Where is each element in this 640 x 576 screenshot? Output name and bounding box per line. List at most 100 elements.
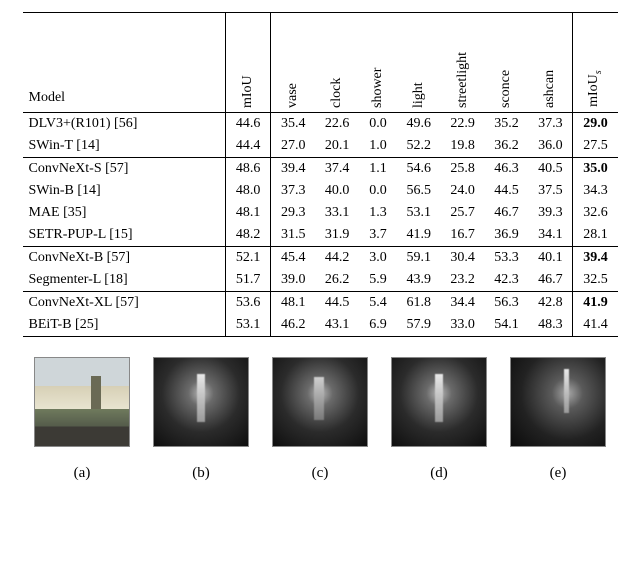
figure-thumb [34, 357, 130, 447]
figure-row: (a)(b)(c)(d) (e) [23, 357, 618, 482]
col-label: mIoU [240, 88, 256, 108]
cell-shower: 3.0 [359, 247, 397, 270]
cell-streetlight: 25.7 [441, 202, 485, 224]
cell-vase: 39.4 [271, 158, 316, 181]
cell-sconce: 54.1 [485, 314, 529, 337]
col-vase: vase [271, 13, 316, 113]
cell-streetlight: 22.9 [441, 113, 485, 136]
cell-streetlight: 19.8 [441, 135, 485, 158]
cell-ashcan: 37.5 [528, 180, 573, 202]
table-body: DLV3+(R101) [56]44.635.422.60.049.622.93… [23, 113, 618, 337]
cell-mious: 41.9 [573, 292, 618, 315]
cell-light: 52.2 [397, 135, 441, 158]
cell-vase: 29.3 [271, 202, 316, 224]
cell-clock: 31.9 [315, 224, 359, 247]
cell-miou: 48.0 [226, 180, 271, 202]
cell-vase: 27.0 [271, 135, 316, 158]
cell-ashcan: 42.8 [528, 292, 573, 315]
cell-sconce: 44.5 [485, 180, 529, 202]
cell-streetlight: 30.4 [441, 247, 485, 270]
cell-model: SWin-B [14] [23, 180, 226, 202]
cell-sconce: 36.9 [485, 224, 529, 247]
cell-streetlight: 25.8 [441, 158, 485, 181]
figure-cell: (e) [510, 357, 606, 482]
cell-light: 57.9 [397, 314, 441, 337]
table-row: DLV3+(R101) [56]44.635.422.60.049.622.93… [23, 113, 618, 136]
cell-vase: 39.0 [271, 269, 316, 292]
table-row: ConvNeXt-S [57]48.639.437.41.154.625.846… [23, 158, 618, 181]
cell-light: 41.9 [397, 224, 441, 247]
cell-sconce: 46.3 [485, 158, 529, 181]
cell-ashcan: 40.1 [528, 247, 573, 270]
cell-model: Segmenter-L [18] [23, 269, 226, 292]
figure-cell: (c) [272, 357, 368, 482]
cell-model: MAE [35] [23, 202, 226, 224]
table-row: ConvNeXt-B [57]52.145.444.23.059.130.453… [23, 247, 618, 270]
col-label: clock [329, 88, 345, 108]
cell-clock: 33.1 [315, 202, 359, 224]
cell-miou: 51.7 [226, 269, 271, 292]
cell-model: ConvNeXt-XL [57] [23, 292, 226, 315]
cell-clock: 43.1 [315, 314, 359, 337]
cell-shower: 0.0 [359, 113, 397, 136]
col-streetlight: streetlight [441, 13, 485, 113]
cell-clock: 26.2 [315, 269, 359, 292]
cell-miou: 44.4 [226, 135, 271, 158]
cell-ashcan: 34.1 [528, 224, 573, 247]
figure-cell: (a) [34, 357, 130, 482]
cell-shower: 1.1 [359, 158, 397, 181]
cell-model: ConvNeXt-S [57] [23, 158, 226, 181]
cell-shower: 5.4 [359, 292, 397, 315]
cell-sconce: 56.3 [485, 292, 529, 315]
col-label: mIoUs [587, 87, 605, 107]
cell-clock: 20.1 [315, 135, 359, 158]
cell-miou: 48.1 [226, 202, 271, 224]
figure-thumb [272, 357, 368, 447]
cell-mious: 35.0 [573, 158, 618, 181]
cell-miou: 48.2 [226, 224, 271, 247]
cell-sconce: 53.3 [485, 247, 529, 270]
cell-light: 54.6 [397, 158, 441, 181]
col-light: light [397, 13, 441, 113]
cell-model: BEiT-B [25] [23, 314, 226, 337]
cell-ashcan: 40.5 [528, 158, 573, 181]
cell-model: SETR-PUP-L [15] [23, 224, 226, 247]
col-label: ashcan [542, 88, 558, 108]
figure-caption: (e) [510, 465, 606, 482]
figure-thumb [510, 357, 606, 447]
figure-thumb [391, 357, 487, 447]
cell-shower: 3.7 [359, 224, 397, 247]
cell-mious: 41.4 [573, 314, 618, 337]
cell-streetlight: 16.7 [441, 224, 485, 247]
cell-mious: 27.5 [573, 135, 618, 158]
table-row: SETR-PUP-L [15]48.231.531.93.741.916.736… [23, 224, 618, 247]
cell-clock: 40.0 [315, 180, 359, 202]
table-header: ModelmIoUvaseclockshowerlightstreetlight… [23, 13, 618, 113]
cell-mious: 32.5 [573, 269, 618, 292]
cell-vase: 35.4 [271, 113, 316, 136]
results-table: ModelmIoUvaseclockshowerlightstreetlight… [23, 12, 618, 337]
cell-shower: 0.0 [359, 180, 397, 202]
col-label: sconce [498, 88, 514, 108]
cell-light: 53.1 [397, 202, 441, 224]
table-row: ConvNeXt-XL [57]53.648.144.55.461.834.45… [23, 292, 618, 315]
cell-shower: 1.3 [359, 202, 397, 224]
cell-light: 49.6 [397, 113, 441, 136]
cell-vase: 45.4 [271, 247, 316, 270]
figure-cell: (b) [153, 357, 249, 482]
cell-sconce: 46.7 [485, 202, 529, 224]
col-miou: mIoU [226, 13, 271, 113]
cell-streetlight: 23.2 [441, 269, 485, 292]
col-ashcan: ashcan [528, 13, 573, 113]
cell-clock: 44.5 [315, 292, 359, 315]
cell-streetlight: 34.4 [441, 292, 485, 315]
table-row: SWin-B [14]48.037.340.00.056.524.044.537… [23, 180, 618, 202]
figure-cell: (d) [391, 357, 487, 482]
col-label: vase [285, 88, 301, 108]
cell-light: 59.1 [397, 247, 441, 270]
col-label: light [411, 88, 427, 108]
cell-model: SWin-T [14] [23, 135, 226, 158]
cell-miou: 52.1 [226, 247, 271, 270]
cell-mious: 29.0 [573, 113, 618, 136]
cell-ashcan: 48.3 [528, 314, 573, 337]
